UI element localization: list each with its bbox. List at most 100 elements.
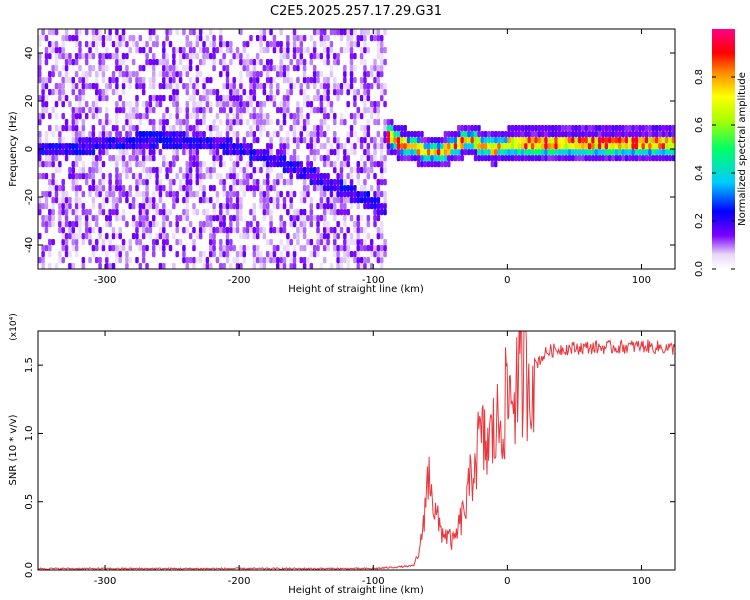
spectrogram-cell [202,185,206,192]
spectrogram-cell [490,149,495,156]
spectrogram-cell [349,47,354,54]
spectrogram-cell [359,263,364,269]
spectrogram-cell [336,221,340,228]
spectrogram-cell [433,143,438,150]
spectrogram-cell [265,131,270,138]
spectrogram-cell [319,239,324,246]
spectrogram-cell [229,155,233,162]
spectrogram-cell [202,173,206,180]
spectrogram-cell [373,143,377,150]
spectrogram-cell [604,125,609,132]
spectrogram-cell [115,29,119,36]
spectrogram-cell [212,161,216,168]
spectrogram-cell [339,173,344,180]
spectrogram-cell [74,149,79,156]
spectrogram-cell [185,173,190,180]
spectrogram-cell [105,149,109,156]
spectrogram-cell [346,245,350,252]
spectrogram-cell [229,263,233,269]
spectrogram-cell [440,149,444,156]
spectrogram-cell [118,155,122,162]
spectrogram-cell [41,89,45,96]
spectrogram-cell [168,77,173,84]
spectrogram-cell [64,53,69,60]
spectrogram-cell [202,227,206,234]
spectrogram-cell [316,251,320,258]
spectrogram-cell [205,35,210,42]
spectrogram-cell [81,107,86,114]
spectrogram-cell [125,71,129,78]
spectrogram-cell [312,29,317,36]
spectrogram-cell [373,215,377,222]
spectrogram-cell [343,245,347,252]
spectrogram-cell [198,71,203,78]
spectrogram-cell [336,155,340,162]
spectrogram-cell [249,143,253,150]
spectrogram-cell [349,197,354,204]
spectrogram-cell [292,47,297,54]
colorbar-tick-label: 0.8 [694,69,705,85]
spectrogram-cell [195,143,200,150]
spectrogram-cell [648,155,652,162]
spectrogram-cell [255,227,260,234]
spectrogram-cell [393,143,397,150]
spectrogram-cell [470,131,474,138]
spectrogram-cell [420,137,424,144]
spectrogram-cell [286,179,290,186]
spectrogram-cell [208,245,213,252]
spectrogram-cell [282,77,287,84]
spectrogram-cell [74,41,79,48]
spectrogram-cell [363,107,367,114]
spectrogram-cell [326,47,330,54]
spectrogram-cell [289,59,293,66]
spectrogram-cell [299,257,304,264]
spectrogram-cell [379,233,384,240]
spectrogram-cell [205,77,210,84]
spectrogram-cell [343,191,347,198]
spectrogram-cell [118,179,122,186]
spectrogram-cell [333,137,337,144]
spectrogram-cell [111,185,116,192]
spectrogram-cell [312,173,317,180]
spectrogram-cell [41,101,45,108]
spectrogram-cell [51,197,55,204]
snr-y-ticks: 0.00.51.01.5 [24,357,675,578]
spectrogram-cell [41,215,45,222]
spectrogram-cell [138,161,143,168]
spectrogram-cell [349,65,354,72]
spectrogram-cell [71,83,76,90]
spectrogram-cell [376,203,381,210]
spectrogram-cell [121,185,126,192]
spectrogram-cell [326,95,330,102]
spectrogram-cell [41,173,45,180]
spectrogram-cell [145,131,149,138]
spectrogram-cell [339,209,344,216]
spectrogram-cell [309,221,314,228]
spectrogram-cell [255,245,260,252]
spectrogram-cell [353,143,357,150]
spectrogram-cell [239,107,243,114]
spectrogram-cell [229,143,233,150]
spectrogram-cell [276,191,280,198]
spectrogram-cell [447,143,451,150]
spectrogram-cell [269,59,273,66]
spectrogram-cell [447,155,451,162]
spectrogram-cell [286,53,290,60]
spectrogram-cell [245,95,250,102]
spectrogram-cell [333,149,337,156]
spectrogram-cell [460,125,464,132]
spectrogram-cell [168,29,173,36]
spectrogram-cell [138,65,143,72]
spectrogram-cell [537,149,542,156]
spectrogram-cell [628,125,632,132]
spectrogram-cell [363,239,367,246]
spectrogram-cell [359,155,364,162]
spectrogram-cell [262,203,267,210]
spectrogram-cell [326,53,330,60]
spectrogram-cell [433,137,438,144]
spectrogram-cell [540,131,545,138]
spectrogram-cell [581,125,585,132]
spectrogram-cell [118,215,122,222]
spectrogram-cell [249,155,253,162]
spectrogram-cell [527,125,531,132]
